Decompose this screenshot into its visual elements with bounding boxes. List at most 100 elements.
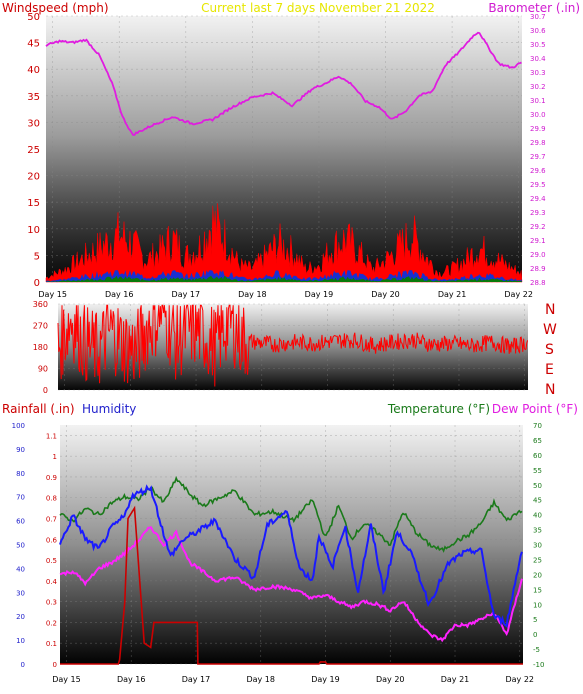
temperature-axis-title: Temperature (°F) (387, 402, 490, 416)
temperature-tick-label: 35 (533, 527, 542, 535)
temperature-tick-label: 15 (533, 586, 542, 594)
temperature-tick-label: 65 (533, 437, 542, 445)
current-period-label: Current last 7 days November 21 2022 (201, 1, 435, 15)
rain-tick-label: 0.2 (46, 619, 57, 627)
barometer-tick-label: 29.0 (530, 251, 546, 259)
compass-label-east: E (545, 362, 554, 378)
rain-tick-label: 0.4 (46, 578, 58, 586)
barometer-tick-label: 29.8 (530, 139, 546, 147)
direction-tick-label: 180 (33, 343, 48, 352)
direction-tick-label: 270 (33, 322, 48, 331)
humidity-tick-label: 40 (16, 565, 25, 573)
windspeed-tick-label: 35 (27, 92, 40, 103)
humidity-day-label: Day 16 (117, 675, 146, 684)
barometer-tick-label: 29.6 (530, 167, 546, 175)
windspeed-calm-band (46, 275, 522, 282)
barometer-tick-label: 29.4 (530, 195, 546, 203)
windspeed-tick-label: 15 (27, 198, 40, 209)
humidity-axis-title: Humidity (82, 402, 136, 416)
humidity-tick-label: 20 (16, 613, 25, 621)
temperature-tick-label: 45 (533, 497, 542, 505)
barometer-tick-label: 29.5 (530, 181, 546, 189)
data-layer (45, 31, 529, 665)
rainfall-axis-title: Rainfall (.in) (2, 402, 75, 416)
humidity-tick-label: 100 (12, 422, 25, 430)
humidity-tick-label: 30 (16, 589, 25, 597)
humidity-day-label: Day 15 (52, 675, 81, 684)
temperature-tick-label: 55 (533, 467, 542, 475)
humidity-day-label: Day 19 (311, 675, 340, 684)
barometer-line (45, 31, 522, 136)
temperature-tick-label: 60 (533, 452, 542, 460)
temperature-tick-label: 0 (533, 631, 537, 639)
temperature-tick-label: 50 (533, 482, 542, 490)
rainfall-line (60, 505, 523, 665)
windspeed-day-label: Day 19 (305, 290, 334, 299)
barometer-axis-title: Barometer (.in) (488, 1, 580, 15)
humidity-tick-label: 90 (16, 446, 25, 454)
windspeed-tick-label: 45 (27, 39, 40, 50)
rain-tick-label: 0.7 (46, 516, 57, 524)
windspeed-tick-label: 30 (27, 118, 40, 129)
temperature-tick-label: 20 (533, 571, 542, 579)
barometer-tick-label: 29.7 (530, 153, 546, 161)
compass-label-south: S (545, 342, 554, 358)
humidity-day-label: Day 17 (182, 675, 211, 684)
compass-label-north-bottom: N (545, 382, 555, 398)
rain-tick-label: 0.1 (46, 640, 57, 648)
windspeed-day-label: Day 17 (172, 290, 201, 299)
grid-layer (46, 15, 528, 665)
temperature-tick-label: 40 (533, 512, 542, 520)
windspeed-tick-label: 50 (27, 12, 40, 23)
rain-tick-label: 1 (53, 453, 57, 461)
barometer-tick-label: 29.3 (530, 209, 546, 217)
barometer-tick-label: 30.4 (530, 55, 546, 63)
windspeed-tick-label: 40 (27, 65, 40, 76)
windspeed-tick-label: 10 (27, 225, 40, 236)
compass-label-west: W (543, 322, 557, 338)
temperature-tick-label: 30 (533, 542, 542, 550)
rain-tick-label: 0.5 (46, 557, 57, 565)
humidity-tick-label: 60 (16, 518, 25, 526)
barometer-tick-label: 30.2 (530, 83, 546, 91)
rain-tick-label: 0.6 (46, 536, 58, 544)
barometer-tick-label: 28.8 (530, 279, 546, 287)
barometer-tick-label: 30.7 (530, 13, 546, 21)
barometer-tick-label: 28.9 (530, 265, 546, 273)
direction-tick-label: 90 (38, 365, 48, 374)
humidity-tick-label: 80 (16, 470, 25, 478)
barometer-tick-label: 30.0 (530, 111, 546, 119)
temperature-tick-label: 10 (533, 601, 542, 609)
barometer-tick-label: 30.3 (530, 69, 546, 77)
rain-tick-label: 1.1 (46, 432, 57, 440)
windspeed-tick-label: 5 (34, 251, 40, 262)
barometer-tick-label: 29.2 (530, 223, 546, 231)
windspeed-day-label: Day 16 (105, 290, 134, 299)
barometer-tick-label: 30.5 (530, 41, 546, 49)
barometer-tick-label: 29.9 (530, 125, 546, 133)
humidity-tick-label: 10 (16, 637, 25, 645)
direction-line (57, 304, 529, 387)
windspeed-day-label: Day 15 (38, 290, 67, 299)
windspeed-area (45, 203, 523, 283)
windspeed-tick-label: 0 (34, 278, 40, 289)
windspeed-day-label: Day 18 (238, 290, 267, 299)
humidity-tick-label: 70 (16, 494, 25, 502)
humidity-day-label: Day 20 (376, 675, 405, 684)
humidity-line (59, 484, 523, 628)
windspeed-tick-label: 25 (27, 145, 40, 156)
barometer-tick-label: 29.1 (530, 237, 546, 245)
direction-tick-label: 360 (33, 300, 48, 309)
rain-tick-label: 0 (53, 661, 57, 669)
temperature-line (59, 475, 523, 553)
temperature-tick-label: 5 (533, 616, 537, 624)
rain-tick-label: 0.9 (46, 474, 57, 482)
dewpoint-axis-title: Dew Point (°F) (492, 402, 578, 416)
windspeed-day-label: Day 20 (371, 290, 400, 299)
humidity-tick-label: 50 (16, 542, 25, 550)
windspeed-day-label: Day 21 (438, 290, 467, 299)
barometer-tick-label: 30.6 (530, 27, 546, 35)
humidity-day-label: Day 18 (246, 675, 275, 684)
